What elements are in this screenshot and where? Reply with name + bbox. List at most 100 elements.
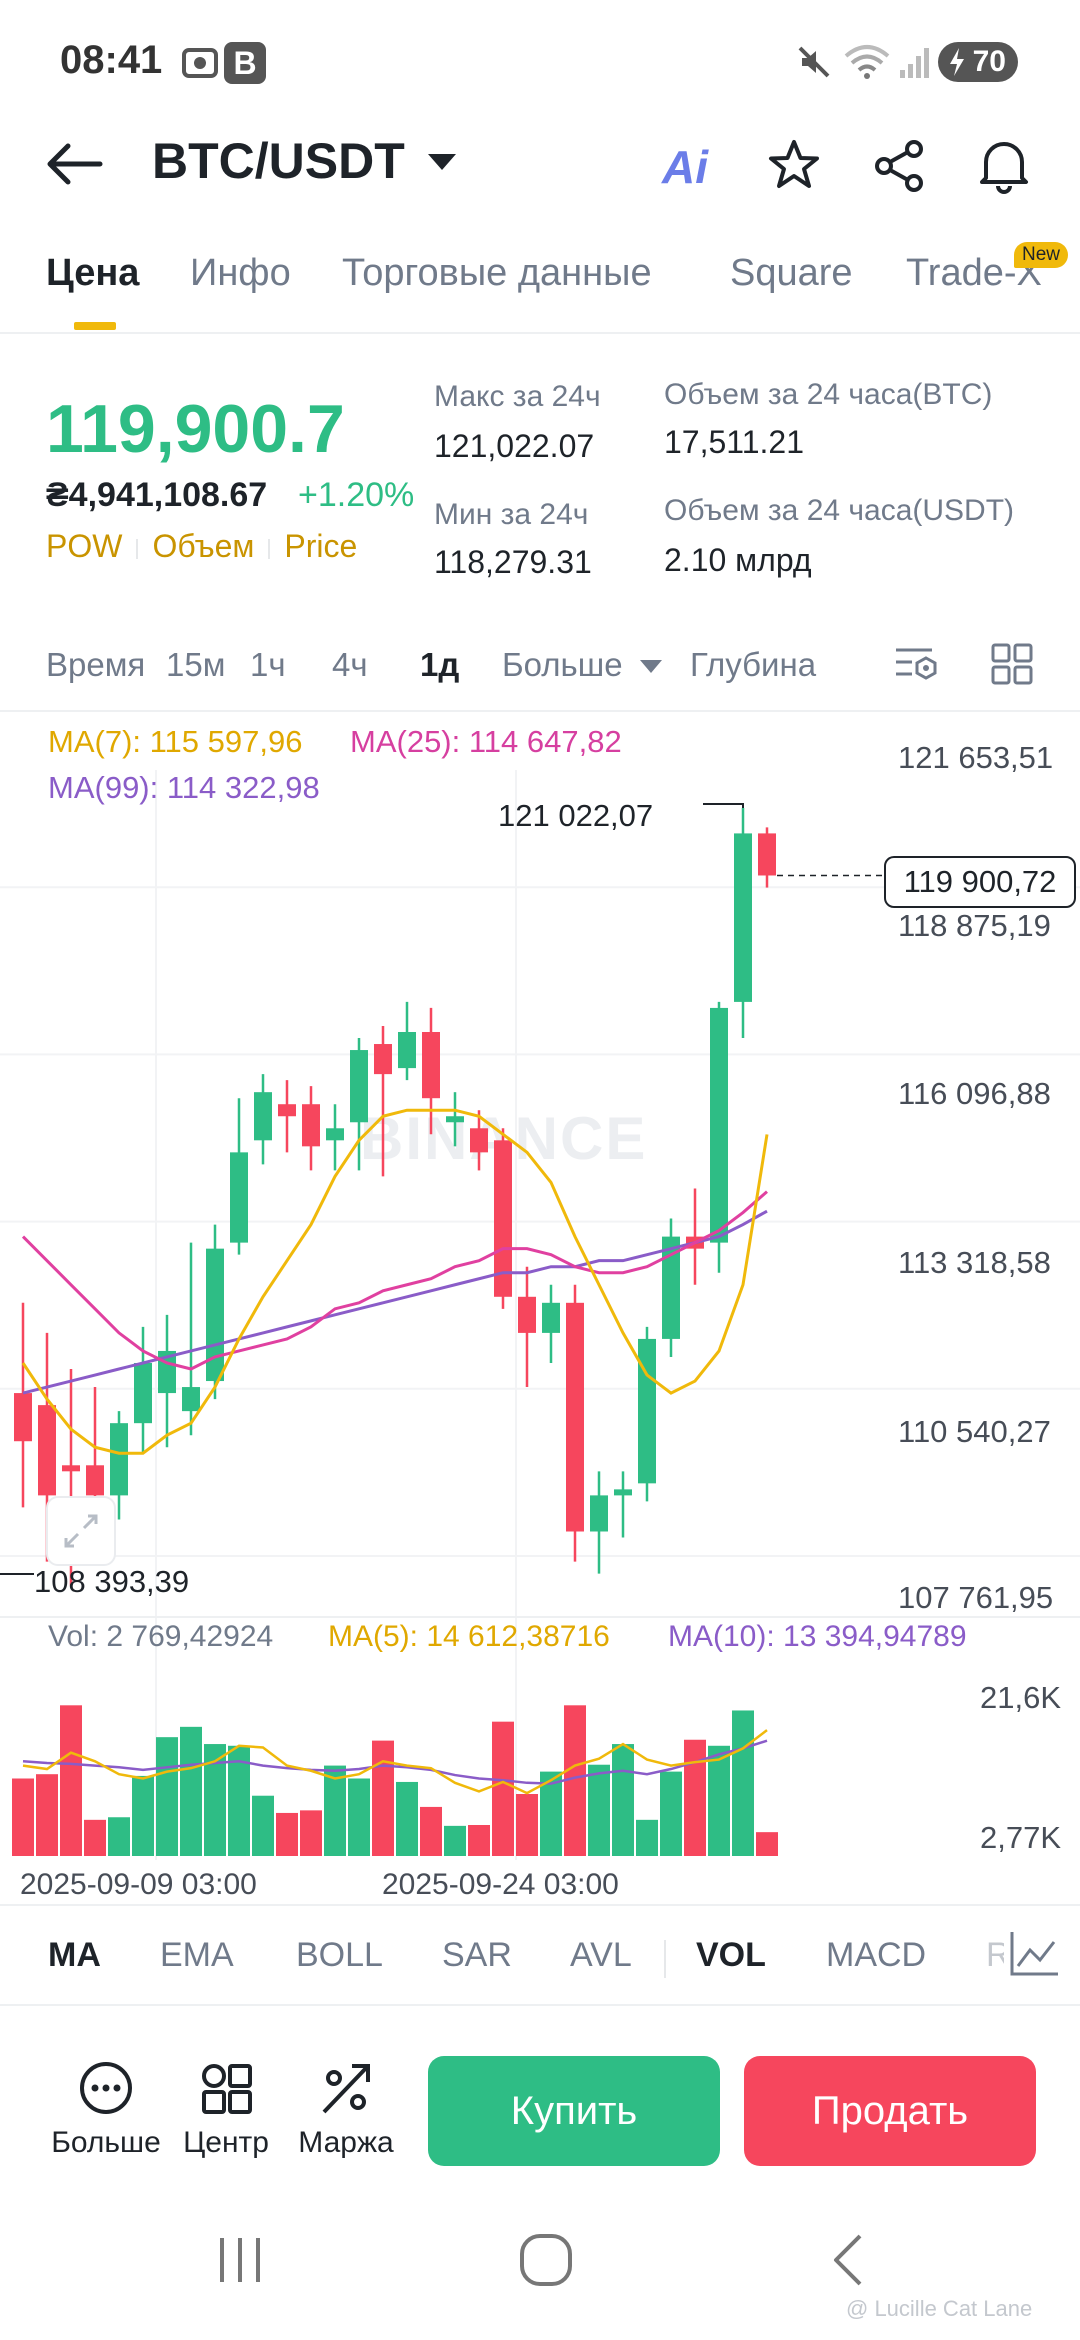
sell-button[interactable]: Продать	[744, 2056, 1036, 2166]
indicator-sar[interactable]: SAR	[442, 1936, 512, 1974]
volume-bar	[564, 1705, 586, 1856]
share-icon[interactable]	[870, 136, 930, 196]
screenshot-icon	[182, 48, 218, 78]
candle-body	[278, 1104, 296, 1117]
indicator-avl[interactable]: AVL	[570, 1936, 632, 1974]
high-annotation: 121 022,07	[498, 798, 654, 833]
fullscreen-button[interactable]	[46, 1496, 116, 1566]
more-dropdown-icon[interactable]	[640, 660, 662, 673]
signal-icon	[900, 48, 929, 78]
current-price-tag[interactable]: 119 900,72	[884, 856, 1076, 908]
high-marker-line	[703, 803, 744, 809]
candle-body	[110, 1423, 128, 1496]
tab-price[interactable]: Цена	[46, 252, 140, 294]
candle-body	[542, 1302, 560, 1333]
indicator-settings-button[interactable]	[1004, 1926, 1080, 1982]
tf-time-label[interactable]: Время	[46, 646, 146, 683]
tf-1h[interactable]: 1ч	[250, 646, 286, 683]
tag-volume[interactable]: Объем	[152, 528, 255, 564]
wifi-icon	[844, 45, 890, 79]
back-arrow-icon[interactable]	[44, 140, 104, 188]
vol-ma5-legend: MA(5): 14 612,38716	[328, 1620, 610, 1653]
candle-body	[710, 1007, 728, 1243]
star-icon[interactable]	[764, 136, 824, 196]
indicator-macd[interactable]: MACD	[826, 1936, 927, 1974]
tf-15m[interactable]: 15м	[166, 646, 226, 683]
more-button[interactable]: Больше	[36, 2058, 176, 2159]
ma7-legend: MA(7): 115 597,96	[48, 724, 303, 759]
price-axis-label: 121 653,51	[898, 740, 1054, 775]
indicator-separator	[664, 1940, 666, 1978]
chart-bottom-divider	[0, 1904, 1080, 1906]
date-axis-label: 2025-09-09 03:00	[20, 1868, 257, 1901]
volume-bar	[588, 1764, 610, 1856]
tag-price[interactable]: Price	[284, 528, 358, 564]
volume-bar	[108, 1817, 130, 1856]
buy-button[interactable]: Купить	[428, 2056, 720, 2166]
charging-icon	[950, 48, 964, 76]
volume-bar	[132, 1775, 154, 1856]
battery-level: 70	[972, 45, 1006, 78]
volume-bar	[684, 1739, 706, 1856]
price-axis-label: 113 318,58	[898, 1245, 1051, 1280]
volume-bar	[156, 1737, 178, 1856]
volume-bar	[204, 1744, 226, 1856]
candle-body	[302, 1104, 320, 1147]
bell-icon[interactable]	[974, 134, 1034, 196]
volume-bar	[36, 1774, 58, 1856]
candle-body	[734, 833, 752, 1002]
candle-body	[758, 833, 776, 876]
indicator-ma[interactable]: MA	[48, 1936, 101, 1974]
candle-body	[566, 1302, 584, 1532]
mute-icon	[798, 46, 830, 78]
indicator-divider	[0, 2004, 1080, 2006]
volume-bar	[660, 1771, 682, 1856]
volume-bar	[252, 1795, 274, 1856]
tf-more[interactable]: Больше	[502, 646, 623, 683]
tag-pow[interactable]: POW	[46, 528, 123, 564]
home-icon[interactable]	[516, 2230, 576, 2290]
tab-square[interactable]: Square	[730, 252, 853, 294]
tab-trading-data[interactable]: Торговые данные	[342, 252, 652, 294]
volume-axis-label: 21,6K	[980, 1680, 1062, 1715]
indicator-boll[interactable]: BOLL	[296, 1936, 383, 1974]
back-nav-icon[interactable]	[820, 2230, 880, 2290]
ma25-line	[21, 1190, 768, 1371]
candlestick-chart[interactable]	[0, 710, 1080, 1910]
more-dots-icon	[80, 2062, 132, 2114]
center-label: Центр	[183, 2126, 269, 2159]
candle-body	[494, 1140, 512, 1297]
candle-body	[254, 1092, 272, 1141]
ai-assistant-icon[interactable]: Ai	[662, 141, 708, 193]
volume-bar	[468, 1825, 490, 1856]
candle-body	[350, 1050, 368, 1123]
status-time: 08:41	[60, 38, 163, 82]
tf-4h[interactable]: 4ч	[332, 646, 368, 683]
volume-bar	[756, 1832, 778, 1856]
volume-bar	[12, 1778, 34, 1856]
volume-bar	[396, 1781, 418, 1856]
indicator-ema[interactable]: EMA	[160, 1936, 234, 1974]
volume-bar	[516, 1794, 538, 1856]
margin-button[interactable]: Маржа	[276, 2058, 416, 2159]
indicator-vol[interactable]: VOL	[696, 1936, 766, 1974]
tf-depth[interactable]: Глубина	[690, 646, 817, 683]
local-price: ₴4,941,108.67	[46, 476, 268, 514]
center-button[interactable]: Центр	[156, 2058, 296, 2159]
price-change: +1.20%	[298, 476, 415, 514]
margin-icon	[322, 2064, 370, 2114]
chart-settings-icon[interactable]	[892, 640, 940, 688]
tab-info[interactable]: Инфо	[190, 252, 291, 294]
ma99-legend: MA(99): 114 322,98	[48, 770, 320, 805]
tf-1d[interactable]: 1д	[420, 646, 460, 683]
last-price: 119,900.7	[46, 391, 345, 467]
volume-bar	[372, 1740, 394, 1856]
recent-apps-icon[interactable]	[210, 2230, 270, 2290]
candle-body	[374, 1044, 392, 1075]
pair-selector[interactable]: BTC/USDT	[152, 133, 405, 189]
more-label: Больше	[51, 2126, 161, 2159]
layout-grid-icon[interactable]	[988, 640, 1036, 688]
pair-dropdown-icon[interactable]	[428, 154, 456, 170]
candle-body	[614, 1489, 632, 1496]
volume-bar	[228, 1745, 250, 1856]
